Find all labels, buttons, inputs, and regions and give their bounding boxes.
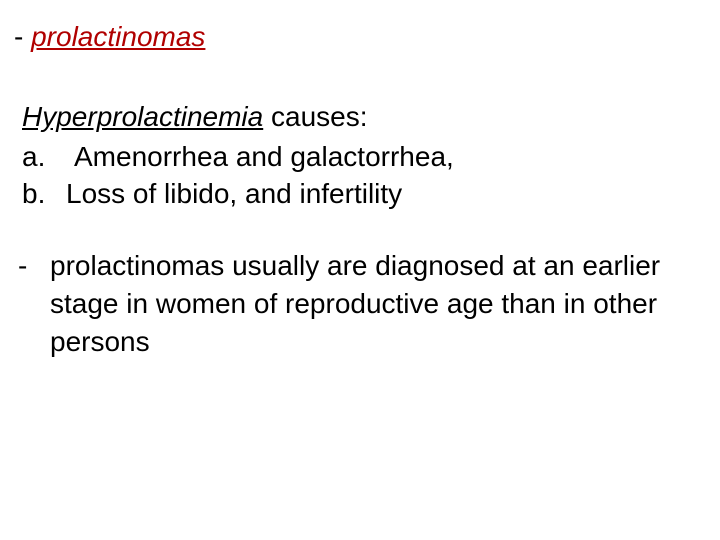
causes-item-a: a. Amenorrhea and galactorrhea, bbox=[22, 138, 706, 176]
list-label: a. bbox=[22, 138, 66, 176]
causes-block: Hyperprolactinemia causes: a. Amenorrhea… bbox=[22, 98, 706, 213]
paragraph-dash: - bbox=[14, 247, 50, 360]
causes-heading: Hyperprolactinemia causes: bbox=[22, 98, 706, 136]
causes-term: Hyperprolactinemia bbox=[22, 101, 263, 132]
list-label: b. bbox=[22, 175, 66, 213]
paragraph-text: prolactinomas usually are diagnosed at a… bbox=[50, 247, 706, 360]
paragraph-row: - prolactinomas usually are diagnosed at… bbox=[14, 247, 706, 360]
list-text: Amenorrhea and galactorrhea, bbox=[66, 138, 706, 176]
title-term: prolactinomas bbox=[31, 21, 205, 52]
title-line: - prolactinomas bbox=[14, 18, 706, 56]
causes-suffix: causes: bbox=[263, 101, 367, 132]
causes-item-b: b. Loss of libido, and infertility bbox=[22, 175, 706, 213]
title-dash: - bbox=[14, 21, 23, 52]
list-text: Loss of libido, and infertility bbox=[66, 175, 706, 213]
